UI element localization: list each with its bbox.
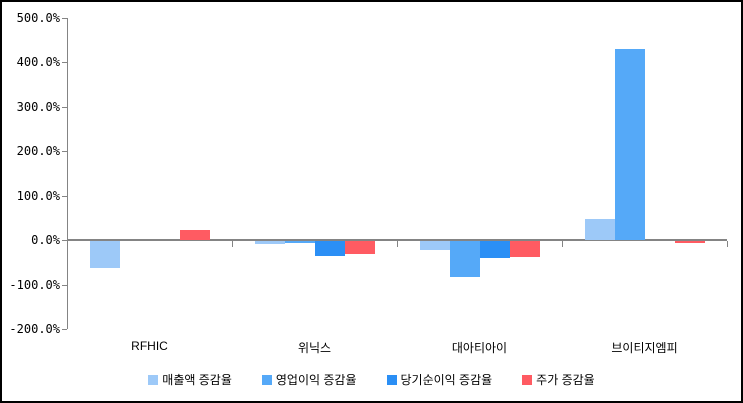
y-axis-tick xyxy=(62,106,67,108)
x-axis-tick xyxy=(562,241,563,248)
legend-swatch-icon xyxy=(386,374,397,385)
bar-매출액 증감율-위닉스 xyxy=(254,241,285,245)
legend-item: 당기순이익 증감율 xyxy=(386,371,493,388)
legend-item: 영업이익 증감율 xyxy=(261,371,357,388)
bar-영업이익 증감율-위닉스 xyxy=(284,241,315,243)
legend-label: 당기순이익 증감율 xyxy=(400,373,493,387)
y-axis-label: 200.0% xyxy=(16,144,60,159)
bar-매출액 증감율-브이티지엠피 xyxy=(584,218,615,241)
legend-swatch-icon xyxy=(522,374,533,385)
y-axis-line xyxy=(67,18,68,329)
bar-영업이익 증감율-브이티지엠피 xyxy=(614,49,645,241)
y-axis-tick xyxy=(62,329,67,330)
bar-주가 증감율-위닉스 xyxy=(344,241,375,255)
bar-당기순이익 증감율-대아티아이 xyxy=(479,241,510,259)
x-axis-tick xyxy=(232,241,233,248)
x-axis-line xyxy=(67,239,727,242)
legend-swatch-icon xyxy=(148,374,159,385)
y-axis-tick xyxy=(62,240,67,242)
y-axis-tick xyxy=(62,195,67,197)
bar-주가 증감율-브이티지엠피 xyxy=(674,241,705,244)
bar-주가 증감율-대아티아이 xyxy=(509,241,540,258)
y-axis-tick xyxy=(62,151,67,153)
x-axis-tick xyxy=(67,241,68,248)
y-axis-label: -200.0% xyxy=(9,322,60,336)
y-axis-label: 300.0% xyxy=(16,99,60,114)
x-axis-tick xyxy=(727,241,728,248)
y-axis-label: 0.0% xyxy=(31,233,60,248)
bar-당기순이익 증감율-위닉스 xyxy=(314,241,345,257)
y-axis-label: 400.0% xyxy=(16,55,60,70)
bar-영업이익 증감율-대아티아이 xyxy=(449,241,480,277)
y-axis-tick xyxy=(62,18,67,19)
category-label: 위닉스 xyxy=(297,341,332,355)
x-axis-tick xyxy=(397,241,398,248)
category-label: 대아티아이 xyxy=(451,341,508,355)
legend-label: 주가 증감율 xyxy=(536,373,595,387)
bar-매출액 증감율-RFHIC xyxy=(89,241,120,268)
category-label: RFHIC xyxy=(131,339,168,353)
y-axis-label: 500.0% xyxy=(16,11,60,25)
category-label: 브이티지엠피 xyxy=(611,341,678,355)
legend-label: 매출액 증감율 xyxy=(162,373,232,387)
y-axis-tick xyxy=(62,284,67,286)
y-axis-label: 100.0% xyxy=(16,188,60,203)
legend-label: 영업이익 증감율 xyxy=(275,373,357,387)
legend-item: 주가 증감율 xyxy=(522,371,595,388)
bar-매출액 증감율-대아티아이 xyxy=(419,241,450,251)
legend-item: 매출액 증감율 xyxy=(148,371,232,388)
bar-주가 증감율-RFHIC xyxy=(179,229,210,241)
y-axis-label: -100.0% xyxy=(9,277,60,292)
legend-swatch-icon xyxy=(261,374,272,385)
legend: 매출액 증감율 영업이익 증감율 당기순이익 증감율 주가 증감율 xyxy=(2,371,741,388)
y-axis-tick xyxy=(62,62,67,64)
